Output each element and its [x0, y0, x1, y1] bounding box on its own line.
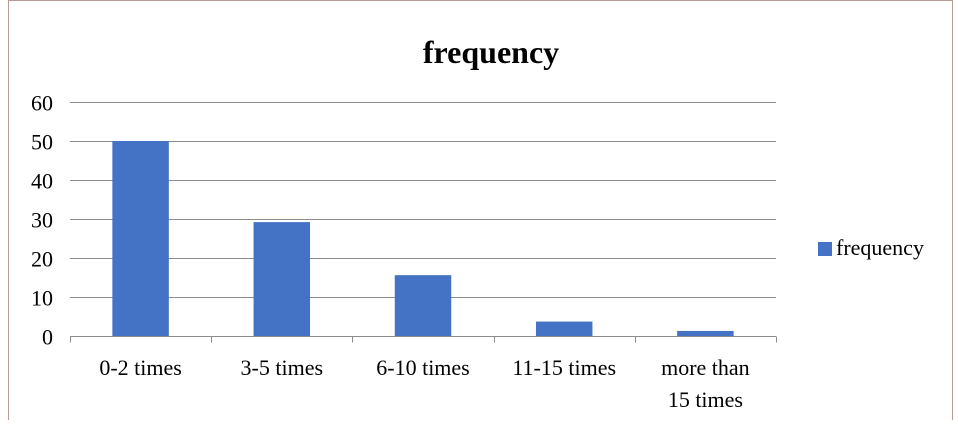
x-tick-label: 11-15 times — [512, 355, 616, 380]
y-tick-label: 40 — [31, 169, 53, 194]
bar — [394, 275, 452, 336]
y-tick-label: 30 — [31, 208, 53, 233]
y-tick-label: 0 — [42, 325, 53, 350]
x-tick-label: 3-5 times — [241, 355, 324, 380]
legend-label: frequency — [836, 235, 924, 260]
y-axis-tick-labels: 0 10 20 30 40 50 60 — [31, 91, 53, 350]
x-tick-label: 0-2 times — [99, 355, 182, 380]
x-tick-label: more than — [661, 355, 750, 380]
x-tick-label: 15 times — [668, 387, 743, 412]
bar — [253, 222, 311, 336]
x-axis — [70, 336, 777, 343]
x-axis-tick-labels: 0-2 times 3-5 times 6-10 times 11-15 times m… — [99, 355, 749, 412]
x-tick-label: 6-10 times — [376, 355, 470, 380]
legend: frequency — [818, 235, 924, 260]
bar — [677, 330, 734, 336]
chart-title: frequency — [423, 34, 559, 70]
legend-swatch — [818, 242, 832, 256]
bar — [112, 141, 169, 336]
y-tick-label: 20 — [31, 247, 53, 272]
y-tick-label: 10 — [31, 286, 53, 311]
y-tick-label: 50 — [31, 130, 53, 155]
bar — [535, 321, 593, 336]
bars — [112, 141, 734, 336]
gridlines — [70, 102, 776, 298]
y-tick-label: 60 — [31, 91, 53, 116]
